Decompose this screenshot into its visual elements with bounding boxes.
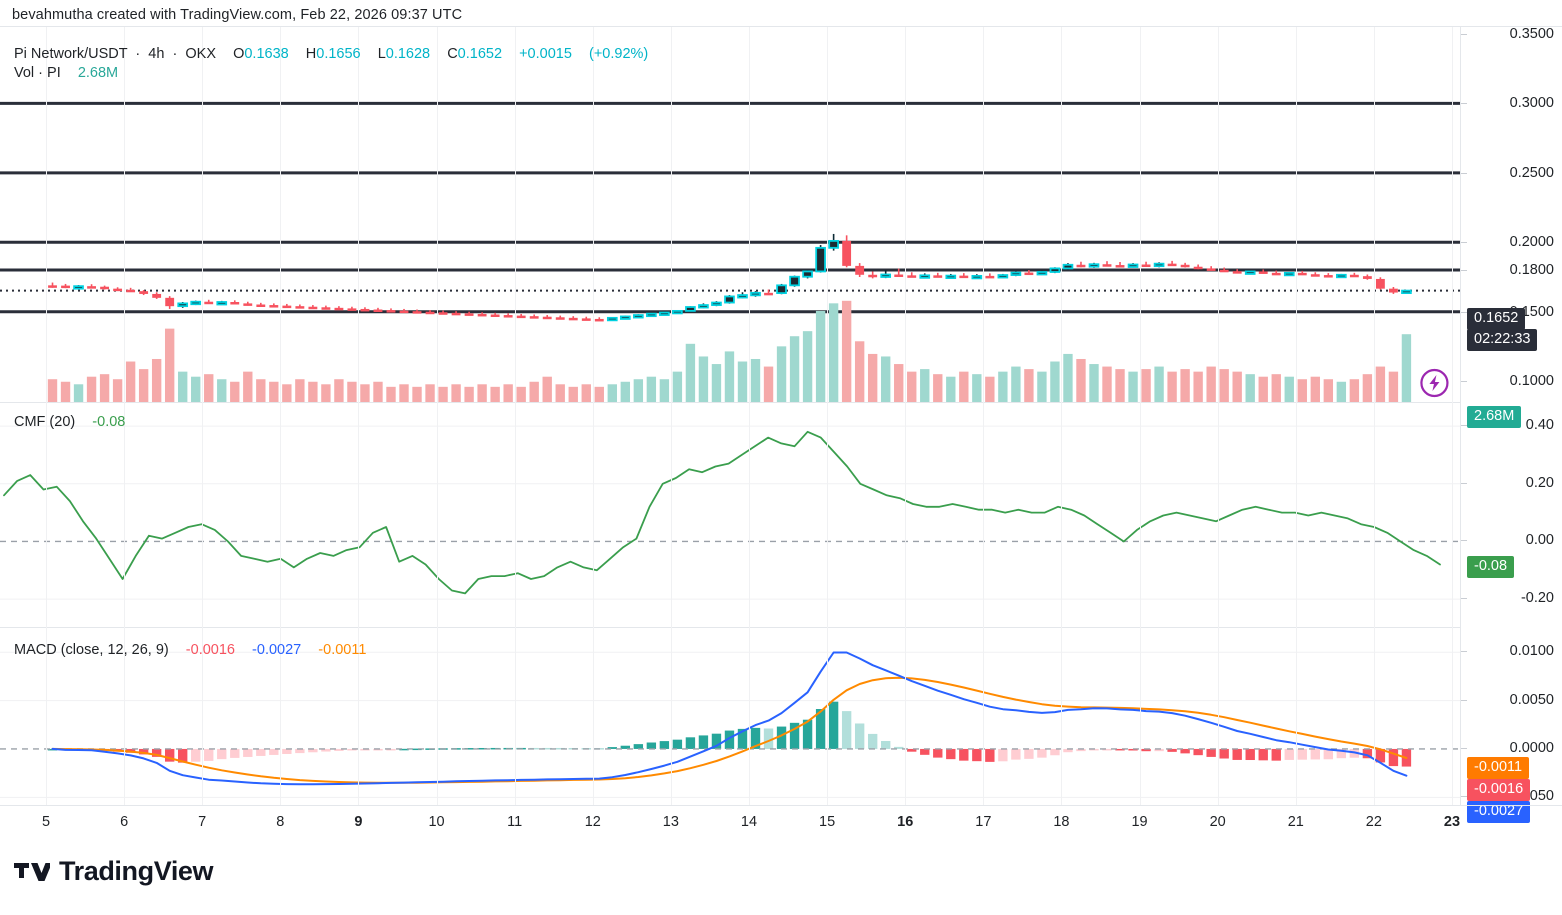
volume-value-pill: 2.68M [1467,406,1522,428]
macd-histogram-value: -0.0016 [185,642,235,658]
price-tick-0-2500: 0.2500 [1509,164,1554,181]
ohlc-close-key: C [447,46,458,62]
date-label-8: 8 [276,814,285,830]
date-label-14: 14 [740,814,758,830]
interval-label[interactable]: 4h [148,46,165,62]
candlestick-series [0,101,1460,402]
price-change: +0.0015 [519,46,572,62]
time-axis[interactable]: 5 6 7 8 9 10 11 12 13 14 15 16 17 18 19 20 21 22 23 [0,805,1562,839]
axis-tick-mark [1461,270,1467,272]
axis-tick-mark [1461,598,1467,600]
date-label-20: 20 [1209,814,1226,830]
date-label-12: 12 [584,814,601,830]
date-label-13: 13 [662,814,679,830]
current-price-pill: 0.1652 [1467,308,1526,330]
cmf-series [0,425,1460,600]
macd-signal-pill: -0.0011 [1467,757,1530,779]
axis-tick-mark [1461,242,1467,244]
axis-tick-mark [1461,699,1467,701]
cmf-tick-020: -0.20 [1520,590,1554,607]
macd-signal-value: -0.0011 [318,642,367,658]
date-label-17: 17 [975,814,992,830]
ohlc-close-value: 0.1652 [457,46,503,62]
tradingview-logo-icon [14,862,50,881]
date-label-22: 22 [1365,814,1382,830]
macd-pane[interactable] [0,627,1460,806]
price-pane-legend: Pi Network/USDT · 4h · OKX O0.1638 H0.16… [14,46,649,81]
date-label-7: 7 [198,814,207,830]
date-label-6: 6 [120,814,129,830]
macd-histogram-pill: -0.0016 [1467,779,1531,801]
date-label-9: 9 [354,814,363,830]
cmf-pane-legend: CMF (20) -0.08 [14,413,125,432]
volume-value: 2.68M [77,65,119,81]
tradingview-wordmark: TradingView [59,856,214,886]
price-change-percent: (+0.92%) [588,46,649,62]
cmf-value-pill: -0.08 [1467,556,1515,578]
axis-tick-mark [1461,172,1467,174]
cmf-tick-000: 0.00 [1525,532,1554,549]
axis-tick-mark [1461,651,1467,653]
ohlc-open-value: 0.1638 [244,46,289,62]
footer-branding: TradingView [14,856,214,887]
plot-area[interactable] [0,27,1460,806]
macd-tick-00100: 0.0100 [1509,643,1554,660]
right-price-axis[interactable]: 0.3500 0.3000 0.2500 0.2000 0.1800 0.1500 0.10… [1460,25,1562,823]
attribution-text: bevahmutha created with TradingView.com,… [12,7,463,23]
chart-frame: 0.3500 0.3000 0.2500 0.2000 0.1800 0.1500 0.10… [0,25,1562,823]
ohlc-low-value: 0.1628 [385,46,431,62]
symbol-label[interactable]: Pi Network/USDT [14,46,128,62]
axis-tick-mark [1461,33,1467,35]
price-tick-0-1800: 0.1800 [1509,262,1554,279]
date-label-10: 10 [428,814,445,830]
exchange-label[interactable]: OKX [185,46,217,62]
price-pane[interactable] [0,27,1460,402]
price-tick-0-3500: 0.3500 [1509,25,1554,42]
axis-tick-mark [1461,311,1467,313]
macd-line-pill: -0.0027 [1467,801,1531,823]
cmf-title[interactable]: CMF (20) [14,414,76,430]
macd-title[interactable]: MACD (close, 12, 26, 9) [14,642,169,658]
bar-countdown-pill: 02:22:33 [1467,329,1538,351]
ohlc-open-key: O [233,46,245,62]
macd-tick-00000: 0.0000 [1509,739,1554,756]
cmf-tick-040: 0.40 [1525,417,1554,434]
ohlc-low-key: L [377,46,386,62]
ohlc-high-key: H [305,46,317,62]
axis-tick-mark [1461,425,1467,427]
macd-tick-00050: 0.0050 [1509,691,1554,708]
volume-label[interactable]: Vol · PI [14,65,61,81]
date-label-11: 11 [507,814,523,830]
date-label-23: 23 [1443,814,1461,830]
date-label-15: 15 [819,814,836,830]
axis-tick-mark [1461,381,1467,383]
axis-tick-mark [1461,796,1467,798]
date-label-19: 19 [1131,814,1148,830]
date-label-18: 18 [1053,814,1070,830]
cmf-pane[interactable] [0,402,1460,627]
price-tick-0-2000: 0.2000 [1509,234,1554,251]
macd-pane-legend: MACD (close, 12, 26, 9) -0.0016 -0.0027 … [14,641,366,660]
price-tick-0-1000: 0.1000 [1509,373,1554,390]
date-label-21: 21 [1287,814,1304,830]
price-tick-0-3000: 0.3000 [1509,95,1554,112]
macd-series [0,651,1460,798]
date-label-5: 5 [41,814,51,830]
cmf-value: -0.08 [92,414,126,430]
ohlc-high-value: 0.1656 [316,46,361,62]
axis-tick-mark [1461,482,1467,484]
axis-tick-mark [1461,103,1467,105]
date-label-16: 16 [897,814,914,830]
macd-line-value: -0.0027 [252,642,302,658]
axis-tick-mark [1461,540,1467,542]
axis-tick-mark [1461,747,1467,749]
cmf-tick-020: 0.20 [1525,474,1554,491]
